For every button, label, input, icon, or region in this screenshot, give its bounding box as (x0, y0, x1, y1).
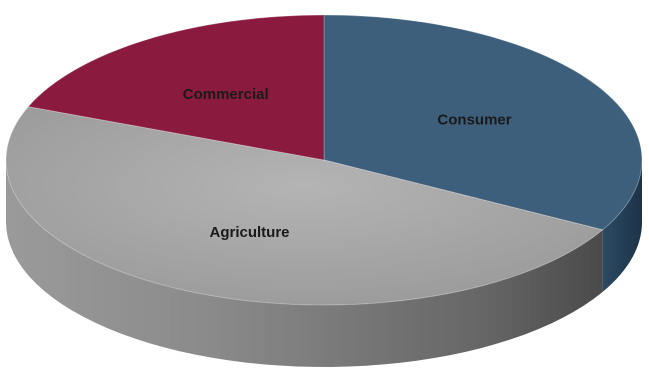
pie-labels: Consumer Agriculture Commercial (183, 86, 512, 241)
pie-side-agriculture (6, 160, 603, 367)
pie-slice-agriculture (5, 106, 604, 306)
pie-top (5, 14, 643, 306)
slice-label-agriculture: Agriculture (209, 224, 289, 241)
pie-side-consumer (602, 160, 642, 292)
pie-slice-consumer (323, 14, 643, 231)
pie-side-wall (6, 160, 642, 367)
slice-label-commercial: Commercial (183, 86, 269, 103)
slice-label-consumer: Consumer (437, 111, 511, 128)
pie-slice-commercial (27, 14, 325, 161)
